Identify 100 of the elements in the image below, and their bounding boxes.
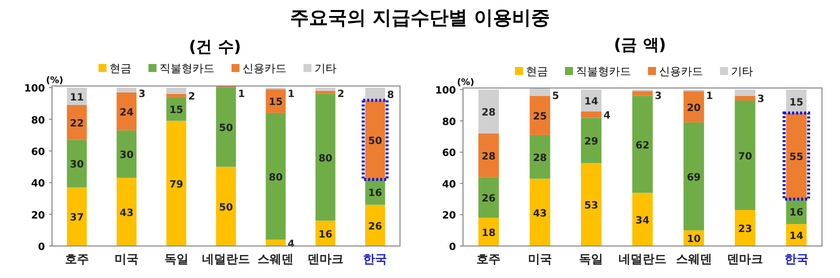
- y-tick-label: 60: [442, 148, 456, 160]
- legend-label: 신용카드: [242, 62, 286, 75]
- bar: [478, 177, 499, 218]
- data-label: 14: [789, 231, 804, 242]
- data-label: 3: [138, 89, 146, 100]
- bar: [166, 94, 186, 98]
- data-label: 3: [757, 94, 764, 106]
- data-label: 53: [584, 200, 598, 212]
- y-tick-label: 0: [38, 242, 46, 253]
- data-label: 1: [288, 89, 295, 100]
- x-tick-label: 한국: [784, 252, 808, 266]
- bar: [266, 240, 286, 246]
- bar: [734, 96, 756, 101]
- bar: [734, 100, 756, 210]
- data-label: 50: [219, 202, 233, 214]
- bar: [216, 88, 236, 167]
- data-label: 80: [268, 172, 283, 184]
- bar: [66, 140, 87, 188]
- data-label: 30: [120, 150, 134, 162]
- data-label: 28: [482, 151, 496, 162]
- bar: [166, 120, 186, 246]
- y-tick-label: 20: [31, 210, 46, 222]
- data-label: 14: [584, 96, 598, 108]
- legend-label: 직불형카드: [576, 65, 631, 78]
- legend-label: 기타: [314, 62, 336, 75]
- bar: [580, 111, 602, 118]
- bar: [530, 88, 550, 96]
- legend-label: 현금: [110, 62, 132, 75]
- bar: [478, 90, 499, 134]
- data-label: 28: [532, 152, 547, 164]
- legend-label: 현금: [526, 65, 548, 78]
- x-tick-label: 스웨덴: [676, 252, 712, 266]
- bar: [365, 88, 386, 100]
- data-label: 4: [603, 110, 610, 122]
- bar: [116, 92, 137, 130]
- bar: [66, 105, 87, 140]
- bar: [580, 118, 602, 164]
- data-label: 15: [169, 104, 184, 116]
- y-axis-title: (%): [457, 78, 474, 88]
- bar: [315, 90, 336, 94]
- data-label: 24: [120, 107, 134, 118]
- data-label: 43: [532, 208, 547, 220]
- data-label: 5: [552, 91, 560, 102]
- data-label: 1: [706, 91, 714, 102]
- x-tick-label: 네덜란드: [202, 252, 250, 266]
- data-label: 50: [368, 136, 382, 147]
- data-label: 69: [686, 172, 701, 184]
- bar: [116, 88, 137, 92]
- bar: [684, 91, 704, 122]
- data-label: 30: [70, 160, 84, 171]
- data-label: 23: [738, 224, 752, 236]
- data-label: 70: [738, 151, 752, 162]
- data-label: 15: [268, 97, 283, 108]
- data-label: 16: [368, 188, 382, 200]
- data-label: 11: [70, 92, 84, 104]
- y-tick-label: 100: [435, 86, 456, 97]
- bar: [530, 96, 550, 135]
- x-tick-label: 호주: [64, 252, 89, 266]
- bar: [632, 192, 653, 246]
- data-label: 55: [789, 152, 804, 164]
- bar: [530, 178, 550, 246]
- y-axis-title: (%): [46, 76, 64, 86]
- x-tick-label: 덴마크: [727, 252, 764, 266]
- data-label: 37: [70, 212, 84, 224]
- x-tick-label: 스웨덴: [258, 252, 294, 266]
- data-label: 26: [368, 221, 382, 232]
- data-label: 43: [120, 208, 134, 219]
- chart-subtitle: (건 수): [188, 37, 242, 56]
- y-tick-label: 40: [31, 178, 46, 190]
- legend-label: 신용카드: [659, 65, 703, 78]
- data-label: 15: [789, 97, 804, 108]
- x-tick-label: 한국: [363, 252, 388, 266]
- x-tick-label: 독일: [579, 252, 604, 266]
- y-tick-label: 40: [442, 179, 456, 190]
- data-label: 80: [318, 153, 332, 164]
- legend-label: 직불형카드: [160, 62, 214, 75]
- data-label: 79: [169, 179, 184, 190]
- data-label: 2: [188, 92, 196, 103]
- legend-label: 기타: [731, 65, 753, 78]
- y-tick-label: 100: [24, 84, 46, 95]
- bar: [734, 210, 756, 246]
- x-tick-label: 독일: [164, 252, 188, 266]
- bar: [166, 88, 186, 94]
- bar: [684, 122, 704, 230]
- data-label: 25: [532, 111, 547, 122]
- bar: [116, 130, 137, 178]
- x-tick-label: 네덜란드: [618, 252, 666, 266]
- bar: [266, 112, 286, 240]
- bar: [632, 96, 653, 193]
- bar: [116, 178, 137, 246]
- data-label: 16: [318, 229, 332, 240]
- data-label: 16: [789, 208, 804, 219]
- data-label: 2: [337, 89, 344, 100]
- data-label: 10: [686, 234, 701, 246]
- data-label: 34: [636, 215, 650, 226]
- data-label: 26: [482, 194, 496, 205]
- data-label: 62: [636, 140, 650, 152]
- y-tick-label: 80: [31, 115, 46, 126]
- data-label: 1: [238, 89, 245, 100]
- data-label: 18: [482, 228, 496, 239]
